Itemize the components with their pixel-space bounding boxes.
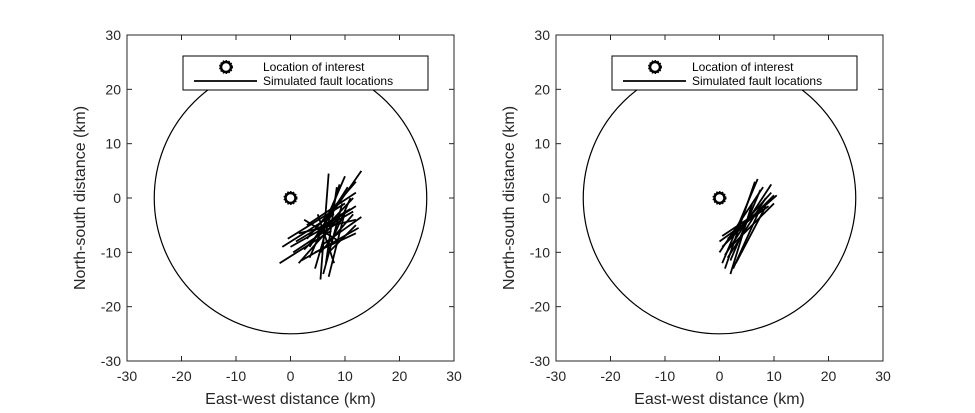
chart-1-x-tick-label: 0 bbox=[287, 368, 295, 384]
chart-1-y-tick-label: -20 bbox=[101, 299, 121, 315]
chart-2-x-tick-label: 30 bbox=[875, 368, 891, 384]
chart-1-x-axis-label: East-west distance (km) bbox=[205, 391, 376, 408]
chart-2-y-tick-label: 30 bbox=[534, 27, 550, 43]
chart-2-y-axis-label: North-south distance (km) bbox=[501, 106, 518, 290]
chart-1-legend-entry-2: Simulated fault locations bbox=[263, 74, 393, 88]
chart-1-y-tick-label: 10 bbox=[105, 136, 121, 152]
chart-2-fault-segment bbox=[729, 203, 754, 275]
chart-1-legend-entry-1: Location of interest bbox=[263, 60, 365, 74]
chart-2-y-tick-label: -30 bbox=[530, 353, 550, 369]
chart-2-location-marker-ring bbox=[712, 191, 727, 205]
chart-2-x-tick-label: -20 bbox=[600, 368, 620, 384]
chart-2-x-axis-label: East-west distance (km) bbox=[634, 391, 805, 408]
chart-2-y-tick-label: 20 bbox=[534, 81, 550, 97]
chart-1-y-tick-label: 20 bbox=[105, 81, 121, 97]
chart-1-y-axis-label: North-south distance (km) bbox=[72, 106, 89, 290]
chart-1-y-tick-label: -30 bbox=[101, 353, 121, 369]
chart-1-y-tick-label: 0 bbox=[113, 190, 121, 206]
chart-1-fault-segment bbox=[316, 214, 335, 264]
chart-1-x-tick-label: 10 bbox=[337, 368, 353, 384]
chart-2-fault-segment bbox=[727, 202, 775, 251]
chart-1-fault-segment bbox=[303, 218, 341, 243]
chart-2-y-tick-label: 10 bbox=[534, 136, 550, 152]
chart-2-y-tick-label: -20 bbox=[530, 299, 550, 315]
chart-1-x-tick-label: -30 bbox=[117, 368, 137, 384]
chart-2-x-tick-label: 0 bbox=[716, 368, 724, 384]
chart-1-x-tick-label: 20 bbox=[392, 368, 408, 384]
chart-1-fault-segment bbox=[327, 211, 346, 278]
chart-1-fault-segment bbox=[306, 191, 357, 226]
chart-1-panel: -30 -20 -10 0 10 20 30 -30 -20 -10 0 10 20 30 East-wes… bbox=[72, 27, 462, 408]
chart-1-y-tick-label: 30 bbox=[105, 27, 121, 43]
chart-1-x-tick-label: -10 bbox=[226, 368, 246, 384]
chart-1-fault-segment bbox=[330, 197, 352, 242]
chart-1-legend-marker-ring-icon bbox=[219, 60, 233, 74]
chart-2-legend-marker-icon bbox=[648, 60, 662, 74]
chart-1-x-tick-label: -20 bbox=[171, 368, 191, 384]
chart-1-location-marker-ring bbox=[283, 191, 298, 205]
chart-1-fault-segment bbox=[300, 227, 360, 262]
chart-2-fault-segment bbox=[721, 208, 764, 237]
chart-2-legend-entry-1: Location of interest bbox=[692, 60, 794, 74]
chart-2-x-tick-label: 10 bbox=[766, 368, 782, 384]
chart-1-legend-marker-icon bbox=[219, 60, 233, 74]
chart-2-fault-segment bbox=[726, 197, 767, 259]
chart-1-fault-segment bbox=[314, 232, 357, 254]
chart-2-x-tick-label: 20 bbox=[821, 368, 837, 384]
chart-2-fault-segment bbox=[718, 205, 770, 243]
chart-1-fault-segment bbox=[298, 216, 341, 264]
chart-2-legend-marker-ring-icon bbox=[648, 60, 662, 74]
chart-1-y-tick-label: -10 bbox=[101, 244, 121, 260]
chart-2-x-tick-label: -30 bbox=[546, 368, 566, 384]
chart-1-x-tick-label: 30 bbox=[446, 368, 462, 384]
chart-2-location-marker bbox=[713, 191, 726, 205]
chart-2-legend-entry-2: Simulated fault locations bbox=[692, 74, 822, 88]
chart-1-location-marker bbox=[284, 191, 297, 205]
chart-2-x-tick-label: -10 bbox=[655, 368, 675, 384]
chart-1-fault-segment bbox=[322, 216, 362, 245]
chart-1-fault-segment bbox=[319, 173, 330, 280]
chart-2-y-tick-label: -10 bbox=[530, 244, 550, 260]
chart-2-y-tick-label: 0 bbox=[542, 190, 550, 206]
chart-2-panel: -30 -20 -10 0 10 20 30 -30 -20 -10 0 10 20 30 East-wes… bbox=[501, 27, 891, 408]
